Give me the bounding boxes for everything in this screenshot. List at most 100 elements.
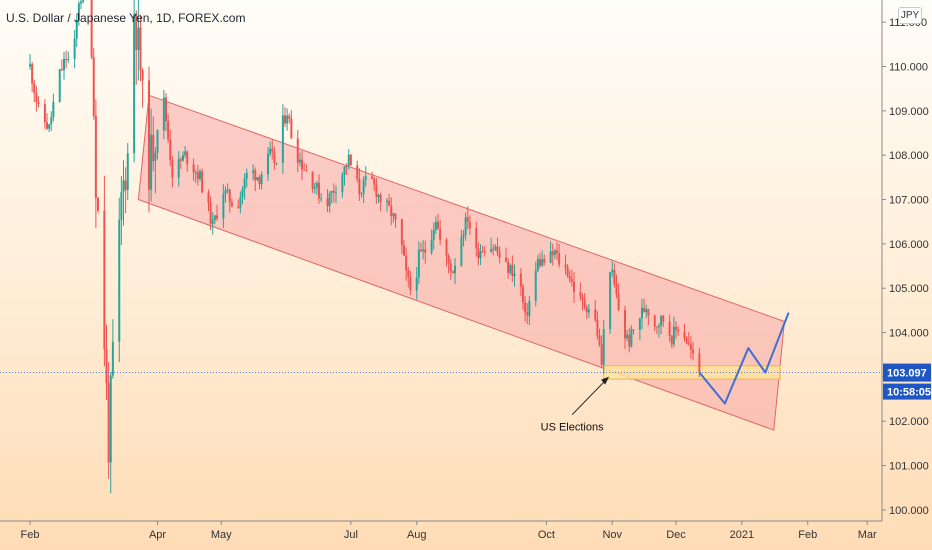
candle-body — [237, 206, 240, 208]
time-tick-label: Jul — [344, 529, 358, 541]
price-axis[interactable]: 100.000101.000102.000103.000104.000105.0… — [881, 0, 929, 521]
candle-body — [645, 309, 648, 313]
candle-body — [596, 319, 599, 336]
candle-body — [464, 217, 467, 236]
candle-body — [505, 257, 507, 262]
candle-body — [362, 179, 365, 194]
candle-body — [326, 198, 329, 207]
candle-body — [313, 187, 316, 189]
price-tick-label: 109.000 — [889, 106, 929, 118]
candle-body — [305, 170, 308, 172]
time-tick-label: Aug — [407, 529, 427, 541]
projection-path — [698, 312, 790, 405]
candle-body — [375, 184, 378, 197]
candle-body — [434, 221, 437, 230]
candle-body — [498, 252, 501, 258]
time-tick-label: Feb — [21, 529, 40, 541]
candle-body — [65, 59, 68, 61]
candle-body — [626, 334, 629, 339]
candle-body — [148, 80, 150, 190]
candle-body — [120, 192, 123, 220]
candle-body — [475, 228, 478, 248]
candle-body — [31, 64, 34, 84]
candle-body — [82, 0, 85, 2]
candle-body — [286, 115, 289, 124]
candle-body — [94, 115, 97, 199]
candle-body — [284, 115, 286, 124]
candle-body — [386, 200, 388, 203]
candle-body — [570, 279, 573, 282]
annotation-arrow-line — [571, 377, 609, 416]
candle-body — [445, 239, 448, 256]
candle-body — [213, 215, 216, 221]
candle-body — [432, 229, 435, 240]
candle-body — [124, 180, 127, 190]
candle-body — [303, 169, 306, 171]
annotation-label: US Elections — [541, 422, 604, 434]
candle-body — [585, 307, 588, 313]
candle-body — [328, 193, 331, 207]
time-tick-label: Apr — [149, 529, 166, 541]
candle-body — [52, 101, 55, 118]
candle-body — [186, 151, 189, 165]
candle-body — [139, 27, 142, 71]
candle-body — [628, 334, 631, 347]
price-tick-label: 101.000 — [889, 461, 929, 473]
candle-body — [613, 269, 616, 285]
candle-body — [403, 245, 405, 256]
candle-body — [141, 70, 144, 81]
candle-body — [150, 134, 153, 190]
candle-body — [615, 284, 618, 295]
time-axis[interactable]: Feb Apr May Jul Aug Oct Nov Dec 2021 Feb Mar — [0, 520, 882, 541]
candle-body — [320, 198, 323, 200]
candle-body — [224, 189, 227, 195]
candle-body — [638, 318, 641, 330]
candle-body — [46, 122, 48, 129]
candle-body — [400, 219, 403, 246]
candle-body — [581, 296, 584, 300]
candle-body — [454, 265, 456, 274]
candle-body — [35, 93, 38, 103]
countdown-tag — [883, 383, 931, 400]
candle-body — [182, 155, 184, 161]
candle-body — [573, 281, 575, 292]
candle-body — [356, 165, 359, 179]
candle-body — [632, 329, 635, 331]
candle-body — [490, 248, 493, 253]
candle-body — [345, 166, 348, 168]
candle-body — [558, 253, 561, 265]
price-tags: 103.097 10:58:05 — [883, 363, 931, 400]
candle-body — [107, 383, 110, 463]
candle-body — [177, 159, 180, 178]
candle-body — [194, 172, 197, 174]
candle-body — [556, 250, 558, 254]
candle-body — [211, 220, 214, 224]
candle-body — [675, 326, 677, 330]
candle-body — [179, 159, 182, 161]
candle-body — [152, 134, 155, 161]
candle-body — [109, 375, 112, 463]
candle-body — [672, 326, 675, 345]
candle-body — [617, 294, 620, 310]
candle-body — [539, 259, 541, 266]
time-tick-label: Feb — [798, 529, 817, 541]
candle-body — [477, 247, 480, 259]
candle-body — [647, 309, 650, 316]
candle-body — [373, 178, 376, 185]
candle-body — [126, 153, 129, 190]
candle-body — [364, 176, 367, 180]
candle-body — [692, 349, 694, 354]
candle-body — [507, 261, 510, 274]
price-tick-label: 102.000 — [889, 416, 929, 428]
candle-body — [379, 194, 382, 203]
candle-body — [230, 202, 233, 207]
candle-body — [422, 249, 425, 252]
candle-body — [551, 251, 554, 256]
candle-body — [97, 198, 99, 211]
candle-body — [417, 249, 420, 278]
currency-scale-button[interactable]: JPY — [898, 7, 922, 24]
candle-body — [462, 235, 465, 238]
candle-body — [133, 14, 136, 154]
candle-body — [390, 205, 393, 217]
